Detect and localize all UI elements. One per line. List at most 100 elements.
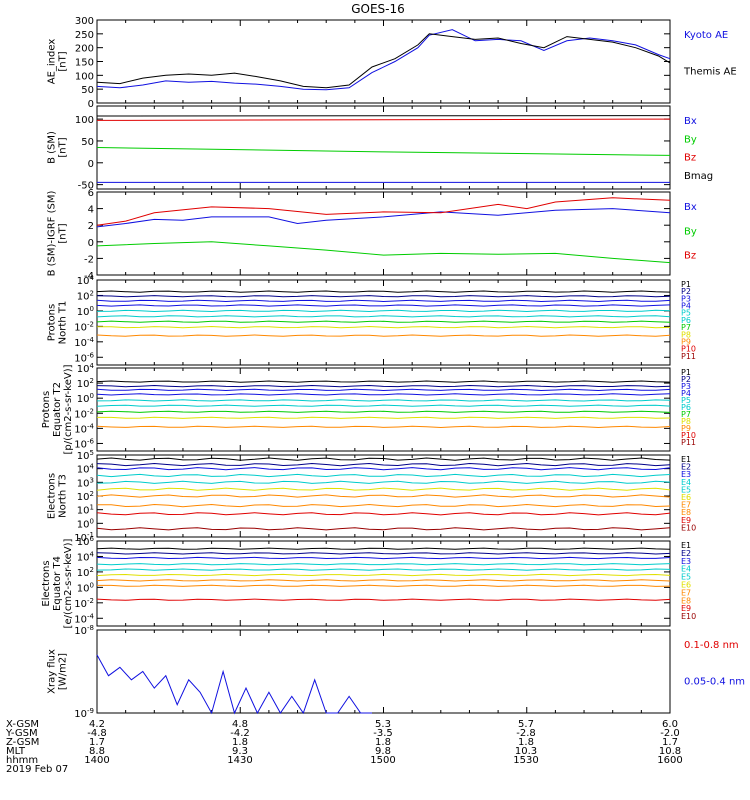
legend-p4: P4 bbox=[681, 302, 691, 311]
y-tick-label: 100 bbox=[75, 115, 94, 126]
y-tick-label: 150 bbox=[75, 58, 94, 69]
y-tick-label: 102 bbox=[77, 377, 94, 390]
panel-frame bbox=[96, 105, 671, 190]
legend-p6: P6 bbox=[681, 403, 691, 412]
channel-line-p8 bbox=[97, 416, 671, 419]
channel-line-p6 bbox=[96, 315, 671, 318]
y-tick-label: 104 bbox=[77, 463, 95, 476]
legend-e3: E3 bbox=[681, 557, 691, 566]
orbit-value: 9.3 bbox=[232, 746, 248, 757]
y-axis-label: North T3 bbox=[58, 474, 69, 518]
legend-by: By bbox=[684, 226, 697, 237]
orbit-row-label: hhmm bbox=[6, 755, 38, 766]
channel-line-p2 bbox=[96, 384, 671, 388]
legend-p11: P11 bbox=[681, 352, 696, 361]
orbit-value: -2.8 bbox=[516, 728, 536, 739]
legend-e2: E2 bbox=[681, 463, 691, 472]
legend-p5: P5 bbox=[681, 309, 691, 318]
series-line-bz bbox=[96, 118, 671, 121]
channel-line-e9 bbox=[96, 598, 671, 601]
y-tick-label: 10-6 bbox=[74, 351, 94, 364]
y-axis-label: Electrons bbox=[41, 560, 52, 606]
legend-p2: P2 bbox=[681, 375, 691, 384]
panel-xray: 10-8 10-9 Xray flux [W/m2] 0.1-0.8 nm 0.05-0.… bbox=[47, 624, 746, 720]
y-tick-label: 50 bbox=[81, 85, 94, 96]
orbit-value: 4.8 bbox=[232, 719, 248, 730]
y-tick-label: 10-9 bbox=[74, 707, 94, 720]
legend-p8: P8 bbox=[681, 417, 691, 426]
y-tick-label: 105 bbox=[77, 449, 94, 462]
y-tick-label: 2 bbox=[88, 221, 94, 232]
y-tick-label: 10-4 bbox=[74, 422, 94, 435]
channel-line-p3 bbox=[96, 299, 671, 303]
legend-p4: P4 bbox=[681, 389, 691, 398]
legend-e8: E8 bbox=[681, 596, 691, 605]
y-tick-label: 50 bbox=[81, 137, 94, 148]
orbit-row-label: X-GSM bbox=[6, 719, 39, 730]
orbit-value: 1500 bbox=[370, 755, 395, 766]
panel-b: 100 50 0 -50 B (SM) [nT] Bx By Bz Bmag bbox=[47, 105, 713, 192]
legend-0-1-0-8-nm: 0.1-0.8 nm bbox=[684, 640, 739, 651]
orbit-value: -2.0 bbox=[660, 728, 680, 739]
y-axis-label: Protons bbox=[47, 304, 58, 341]
y-tick-label: 10-4 bbox=[74, 336, 94, 349]
orbit-value: 1.8 bbox=[232, 737, 248, 748]
series-line-by bbox=[96, 147, 671, 156]
channel-line-e7 bbox=[96, 579, 671, 582]
y-tick-label: 6 bbox=[88, 188, 94, 199]
orbit-row-label: Z-GSM bbox=[6, 737, 39, 748]
legend-p7: P7 bbox=[681, 323, 691, 332]
legend-e4: E4 bbox=[681, 565, 691, 574]
channel-line-p1 bbox=[96, 290, 671, 293]
channel-line-e7 bbox=[96, 494, 671, 498]
y-tick-label: 100 bbox=[77, 305, 94, 318]
panel-frame bbox=[96, 454, 671, 538]
y-axis-label: AE_index bbox=[47, 39, 58, 85]
legend-p1: P1 bbox=[681, 368, 691, 377]
orbit-row-label: Y-GSM bbox=[5, 728, 38, 739]
y-tick-label: 0 bbox=[88, 99, 94, 110]
panel-frame bbox=[96, 629, 671, 714]
legend-e7: E7 bbox=[681, 501, 691, 510]
legend-bmag: Bmag bbox=[684, 171, 713, 182]
series-line-by bbox=[96, 241, 671, 264]
channel-line-e6 bbox=[96, 573, 671, 577]
panel-ee: 106 104 102 100 10-2 10-4 Electrons Equator T4[… bbox=[41, 535, 696, 628]
y-tick-label: 10-2 bbox=[74, 320, 94, 333]
legend-bz: Bz bbox=[684, 153, 696, 164]
legend-e9: E9 bbox=[681, 516, 691, 525]
y-axis-label: [nT] bbox=[58, 223, 69, 243]
y-tick-label: 10-8 bbox=[74, 624, 94, 637]
y-tick-label: 0 bbox=[88, 159, 94, 170]
y-tick-label: 10-2 bbox=[74, 597, 94, 610]
panel-frame bbox=[96, 191, 671, 276]
y-tick-label: 102 bbox=[77, 490, 94, 503]
y-axis-label: Electrons bbox=[47, 473, 58, 519]
orbit-value: -3.5 bbox=[373, 728, 393, 739]
legend-by: By bbox=[684, 134, 697, 145]
orbit-value: -4.2 bbox=[230, 728, 250, 739]
channel-line-p9 bbox=[96, 334, 671, 337]
orbit-value: 8.8 bbox=[89, 746, 105, 757]
channel-line-e10 bbox=[96, 527, 671, 531]
channel-line-p4 bbox=[96, 304, 671, 307]
legend-p1: P1 bbox=[681, 280, 691, 289]
channel-line-e1 bbox=[96, 457, 671, 461]
y-tick-label: 100 bbox=[77, 392, 94, 405]
y-axis-label: Xray flux bbox=[47, 649, 58, 694]
channel-line-p7 bbox=[96, 410, 671, 413]
y-axis-label: Protons bbox=[41, 391, 52, 428]
y-tick-label: 104 bbox=[77, 550, 95, 563]
orbit-value: 1.7 bbox=[662, 737, 678, 748]
y-axis-label: B (SM)-IGRF (SM) bbox=[47, 191, 58, 277]
y-tick-label: 104 bbox=[77, 274, 95, 287]
orbit-value: 5.3 bbox=[375, 719, 391, 730]
series-line-0-05-0-4-nm bbox=[96, 654, 372, 715]
orbit-value: 1.7 bbox=[89, 737, 105, 748]
channel-line-e9 bbox=[96, 512, 671, 516]
channel-line-p4 bbox=[96, 393, 671, 396]
orbit-value: 1.8 bbox=[518, 737, 534, 748]
y-tick-label: 10-4 bbox=[74, 612, 94, 625]
legend-p6: P6 bbox=[681, 316, 691, 325]
legend-e8: E8 bbox=[681, 508, 691, 517]
